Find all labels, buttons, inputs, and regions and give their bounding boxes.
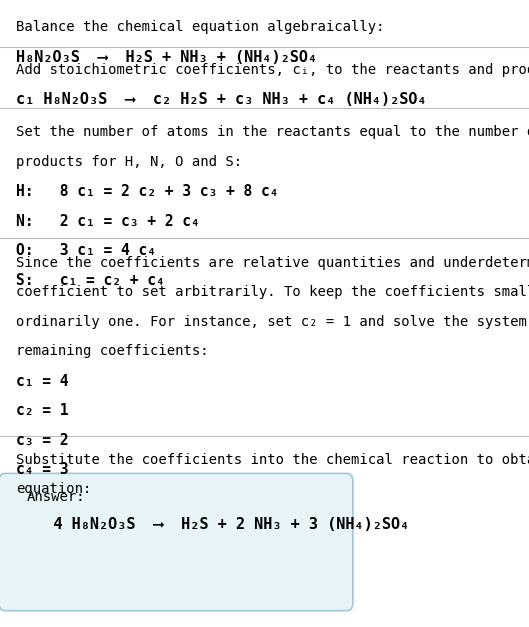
- Text: H:   8 c₁ = 2 c₂ + 3 c₃ + 8 c₄: H: 8 c₁ = 2 c₂ + 3 c₃ + 8 c₄: [16, 184, 278, 199]
- Text: 4 H₈N₂O₃S  ⟶  H₂S + 2 NH₃ + 3 (NH₄)₂SO₄: 4 H₈N₂O₃S ⟶ H₂S + 2 NH₃ + 3 (NH₄)₂SO₄: [26, 517, 409, 532]
- Text: N:   2 c₁ = c₃ + 2 c₄: N: 2 c₁ = c₃ + 2 c₄: [16, 214, 199, 229]
- Text: Add stoichiometric coefficients, cᵢ, to the reactants and products:: Add stoichiometric coefficients, cᵢ, to …: [16, 63, 529, 76]
- Text: Substitute the coefficients into the chemical reaction to obtain the balanced: Substitute the coefficients into the che…: [16, 453, 529, 466]
- FancyBboxPatch shape: [0, 473, 353, 611]
- Text: c₂ = 1: c₂ = 1: [16, 403, 68, 418]
- Text: products for H, N, O and S:: products for H, N, O and S:: [16, 155, 242, 169]
- Text: O:   3 c₁ = 4 c₄: O: 3 c₁ = 4 c₄: [16, 243, 156, 258]
- Text: c₁ = 4: c₁ = 4: [16, 374, 68, 389]
- Text: S:   c₁ = c₂ + c₄: S: c₁ = c₂ + c₄: [16, 273, 165, 288]
- Text: equation:: equation:: [16, 482, 91, 496]
- Text: c₃ = 2: c₃ = 2: [16, 433, 68, 448]
- Text: Since the coefficients are relative quantities and underdetermined, choose a: Since the coefficients are relative quan…: [16, 256, 529, 270]
- Text: Set the number of atoms in the reactants equal to the number of atoms in the: Set the number of atoms in the reactants…: [16, 125, 529, 139]
- Text: c₁ H₈N₂O₃S  ⟶  c₂ H₂S + c₃ NH₃ + c₄ (NH₄)₂SO₄: c₁ H₈N₂O₃S ⟶ c₂ H₂S + c₃ NH₃ + c₄ (NH₄)₂…: [16, 92, 426, 107]
- Text: Answer:: Answer:: [26, 490, 85, 504]
- Text: ordinarily one. For instance, set c₂ = 1 and solve the system of equations for t: ordinarily one. For instance, set c₂ = 1…: [16, 315, 529, 329]
- Text: remaining coefficients:: remaining coefficients:: [16, 344, 208, 358]
- Text: c₄ = 3: c₄ = 3: [16, 462, 68, 477]
- Text: Balance the chemical equation algebraically:: Balance the chemical equation algebraica…: [16, 20, 385, 34]
- Text: coefficient to set arbitrarily. To keep the coefficients small, the arbitrary va: coefficient to set arbitrarily. To keep …: [16, 285, 529, 299]
- Text: H₈N₂O₃S  ⟶  H₂S + NH₃ + (NH₄)₂SO₄: H₈N₂O₃S ⟶ H₂S + NH₃ + (NH₄)₂SO₄: [16, 50, 317, 65]
